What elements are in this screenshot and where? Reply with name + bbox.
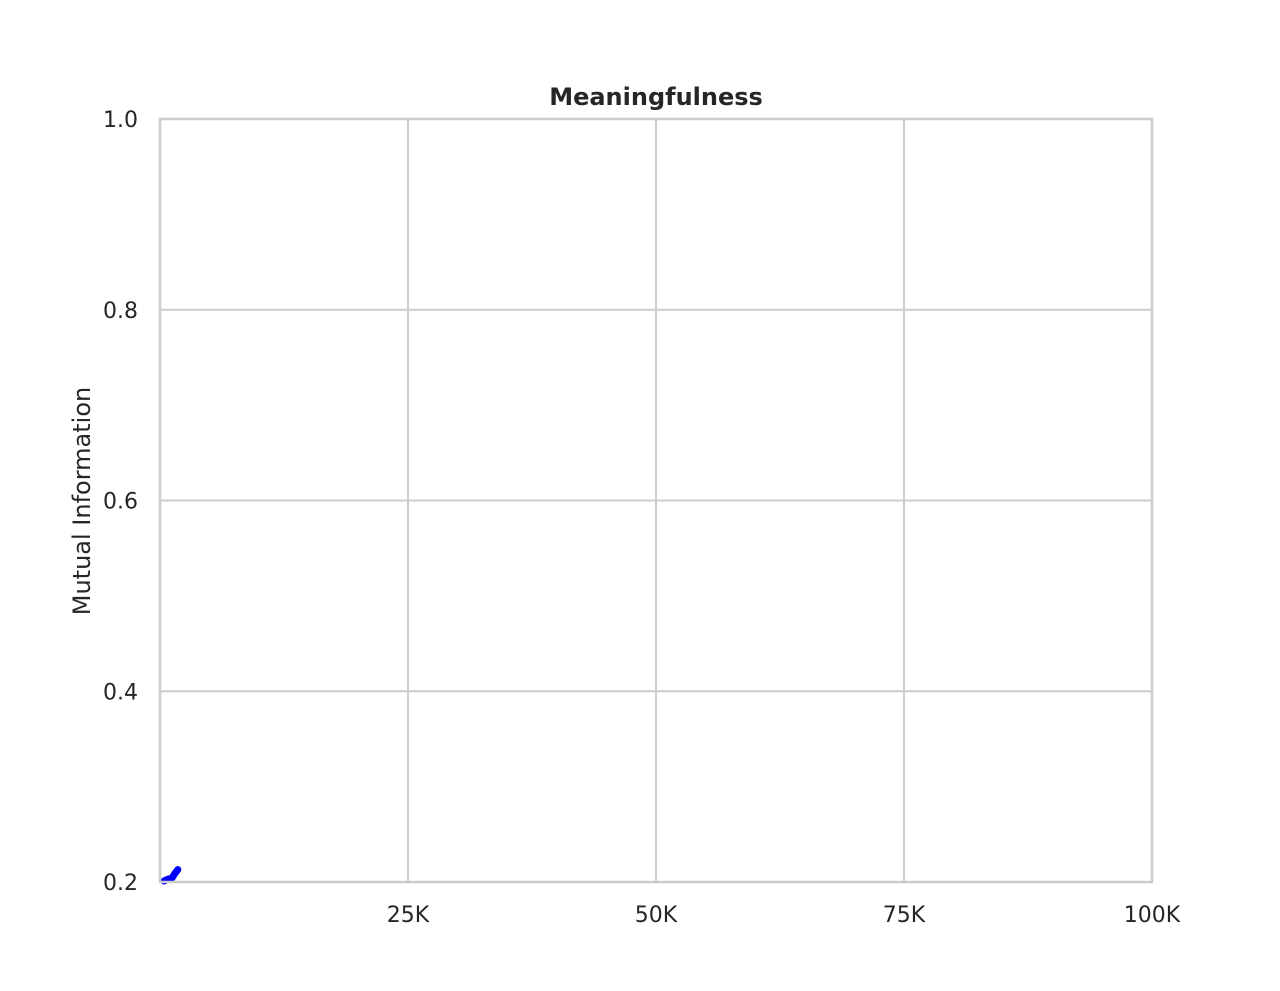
y-tick-label: 0.6	[103, 490, 138, 515]
y-tick-label: 0.4	[103, 680, 138, 705]
plot-series	[160, 866, 182, 885]
series-line	[160, 866, 182, 885]
y-axis-label: Mutual Information	[68, 387, 96, 615]
tick-labels: 0.2 0.4 0.6 0.8 1.0 25K 50K 75K 100K	[103, 108, 1181, 928]
y-tick-label: 0.8	[103, 299, 138, 324]
data-point	[170, 876, 174, 880]
grid	[160, 118, 1153, 883]
plot-frame	[158, 117, 1154, 884]
x-tick-label: 50K	[635, 903, 678, 928]
y-tick-label: 1.0	[103, 108, 138, 133]
x-tick-label: 100K	[1124, 903, 1181, 928]
x-tick-label: 25K	[387, 903, 430, 928]
y-tick-label: 0.2	[103, 871, 138, 896]
data-point	[173, 871, 177, 875]
data-point	[176, 868, 180, 872]
x-tick-label: 75K	[883, 903, 926, 928]
chart-title: Meaningfulness	[549, 83, 763, 111]
data-point	[166, 877, 170, 881]
